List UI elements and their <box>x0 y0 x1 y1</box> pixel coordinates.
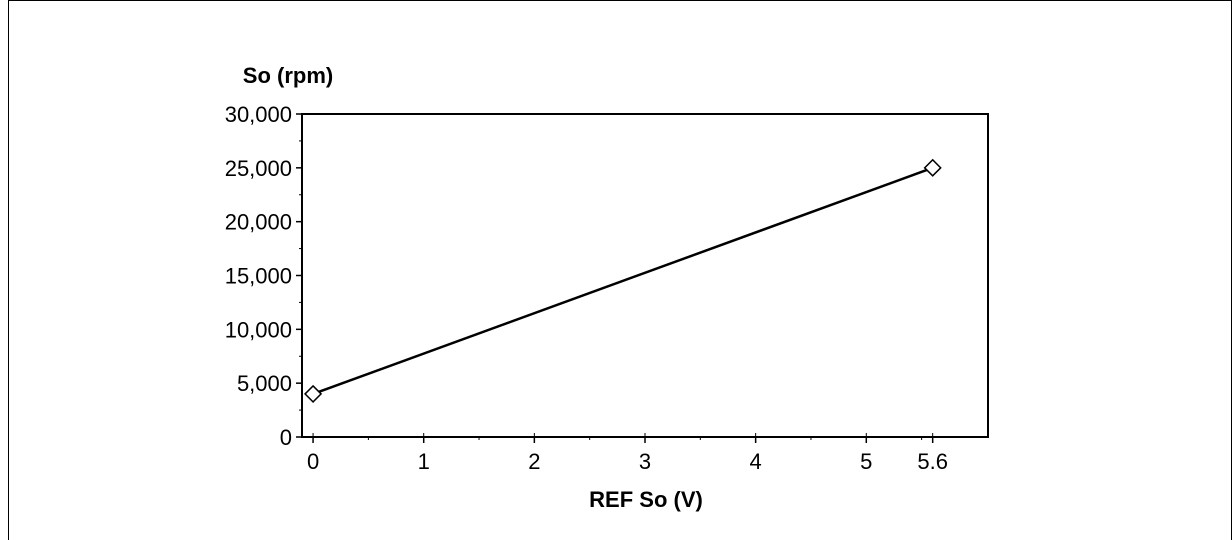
data-point-marker <box>923 158 942 177</box>
x-axis-label: REF So (V) <box>589 487 703 512</box>
x-tick-label: 3 <box>639 449 651 474</box>
y-axis-label: So (rpm) <box>243 63 333 88</box>
x-tick-label: 4 <box>750 449 762 474</box>
y-tick-label: 25,000 <box>225 156 292 181</box>
x-tick-label: 5 <box>860 449 872 474</box>
x-tick-label: 0 <box>307 449 319 474</box>
data-point-marker <box>304 384 323 403</box>
y-tick-label: 5,000 <box>237 371 292 396</box>
x-tick-label: 5.6 <box>917 449 948 474</box>
series-line <box>312 166 934 396</box>
y-tick-label: 30,000 <box>225 102 292 127</box>
y-tick-label: 15,000 <box>225 264 292 289</box>
y-tick-label: 10,000 <box>225 317 292 342</box>
y-tick-label: 20,000 <box>225 210 292 235</box>
plot-area-frame <box>301 113 989 438</box>
x-tick-label: 1 <box>418 449 430 474</box>
y-tick-label: 0 <box>280 425 292 450</box>
x-tick-label: 2 <box>528 449 540 474</box>
